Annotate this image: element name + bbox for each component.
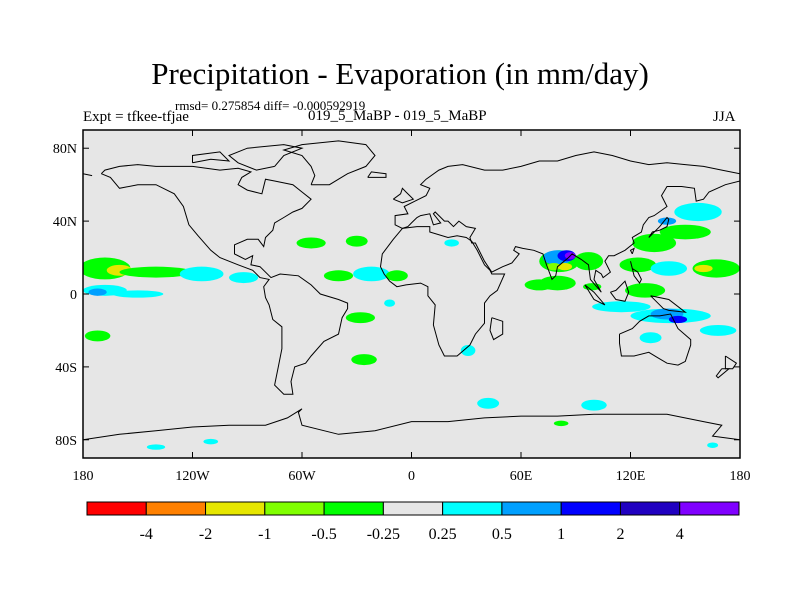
- colorbar-swatch: [442, 501, 503, 516]
- x-tick-label: 180: [73, 469, 94, 484]
- contour-region: [384, 299, 396, 307]
- colorbar-label: 1: [557, 526, 565, 543]
- colorbar-swatch: [264, 501, 325, 516]
- coastline: [192, 151, 231, 164]
- contour-region: [146, 444, 166, 450]
- case-label: 019_5_MaBP - 019_5_MaBP: [308, 108, 487, 124]
- contour-region: [553, 420, 569, 427]
- coastline: [715, 368, 731, 379]
- contour-region: [581, 399, 607, 411]
- contour-region: [477, 397, 500, 409]
- contour-region: [557, 263, 573, 271]
- contour-region: [112, 290, 164, 298]
- colorbar-swatch: [382, 501, 444, 516]
- x-tick-label: 120E: [616, 469, 646, 484]
- x-tick-label: 60W: [288, 469, 316, 484]
- contour-region: [539, 275, 576, 291]
- contour-region: [668, 315, 688, 324]
- contour-region: [88, 288, 107, 296]
- colorbar-label: -0.25: [367, 526, 400, 543]
- y-tick-label: 80S: [55, 434, 77, 449]
- contour-region: [385, 270, 408, 282]
- contour-region: [444, 239, 459, 247]
- coastline: [630, 261, 642, 285]
- contour-region: [674, 202, 722, 222]
- coastline: [394, 151, 740, 229]
- colorbar-swatch: [560, 501, 621, 516]
- contour-region: [84, 330, 111, 342]
- contour-region: [694, 264, 713, 273]
- colorbar-label: 2: [616, 526, 624, 543]
- coastline: [83, 173, 93, 177]
- colorbar-swatch: [501, 501, 562, 516]
- contour-region: [119, 266, 193, 278]
- contour-region: [345, 235, 368, 247]
- contour-region: [692, 259, 740, 278]
- coastline: [650, 295, 688, 313]
- contour-region: [657, 217, 677, 225]
- coastline: [83, 408, 740, 441]
- contour-region: [351, 354, 377, 366]
- contour-region: [592, 301, 651, 313]
- contour-region: [699, 324, 737, 336]
- contour-region: [625, 283, 666, 298]
- colorbar-swatch: [619, 501, 681, 516]
- contour-region: [632, 233, 677, 253]
- coastline: [367, 171, 387, 178]
- contour-region: [229, 272, 259, 284]
- coastline: [724, 355, 738, 370]
- contour-region: [639, 332, 662, 344]
- coastline: [100, 164, 349, 395]
- x-tick-label: 0: [408, 469, 415, 484]
- colorbar-label: -0.5: [311, 526, 336, 543]
- colorbar-label: -4: [140, 526, 153, 543]
- colorbar-swatch: [86, 501, 147, 516]
- x-tick-label: 120W: [175, 469, 210, 484]
- coastline: [402, 180, 740, 293]
- contour-region: [345, 312, 375, 324]
- coastline: [610, 280, 630, 302]
- season-label: JJA: [713, 109, 736, 125]
- coastline: [282, 140, 376, 186]
- colorbar-swatch: [205, 501, 266, 516]
- colorbar-label: 0.25: [429, 526, 457, 543]
- y-tick-label: 40N: [53, 215, 77, 230]
- x-tick-label: 60E: [510, 469, 533, 484]
- y-tick-label: 0: [70, 288, 77, 303]
- colorbar-swatch: [145, 501, 207, 516]
- colorbar-label: -2: [199, 526, 212, 543]
- contour-region: [323, 270, 354, 282]
- stats-label: rmsd= 0.275854 diff= -0.000592919: [175, 98, 366, 113]
- coastline: [629, 247, 635, 255]
- contour-region: [659, 224, 711, 240]
- contour-region: [203, 438, 219, 445]
- chart-title: Precipitation - Evaporation (in mm/day): [151, 56, 649, 91]
- coastline: [489, 317, 504, 341]
- coastline: [619, 313, 692, 366]
- contour-region: [353, 266, 390, 282]
- coastline: [379, 226, 506, 357]
- y-tick-label: 40S: [55, 361, 77, 376]
- colorbar-swatch: [679, 501, 740, 516]
- contour-region: [179, 266, 224, 282]
- contour-region: [573, 252, 604, 271]
- experiment-label: Expt = tfkee-tfjae: [83, 109, 189, 125]
- x-tick-label: 180: [730, 469, 751, 484]
- coastline: [584, 284, 606, 306]
- contour-region: [707, 442, 719, 448]
- contour-region: [650, 261, 688, 276]
- contour-region: [296, 237, 326, 249]
- y-tick-label: 80N: [53, 142, 77, 157]
- contour-region: [619, 257, 657, 273]
- coastline: [228, 144, 304, 171]
- contour-region: [460, 345, 476, 356]
- colorbar-label: 0.5: [492, 526, 512, 543]
- colorbar-label: 4: [676, 526, 684, 543]
- coastline: [393, 187, 415, 204]
- colorbar-swatch: [323, 501, 384, 516]
- coastline: [648, 216, 670, 238]
- colorbar-label: -1: [258, 526, 271, 543]
